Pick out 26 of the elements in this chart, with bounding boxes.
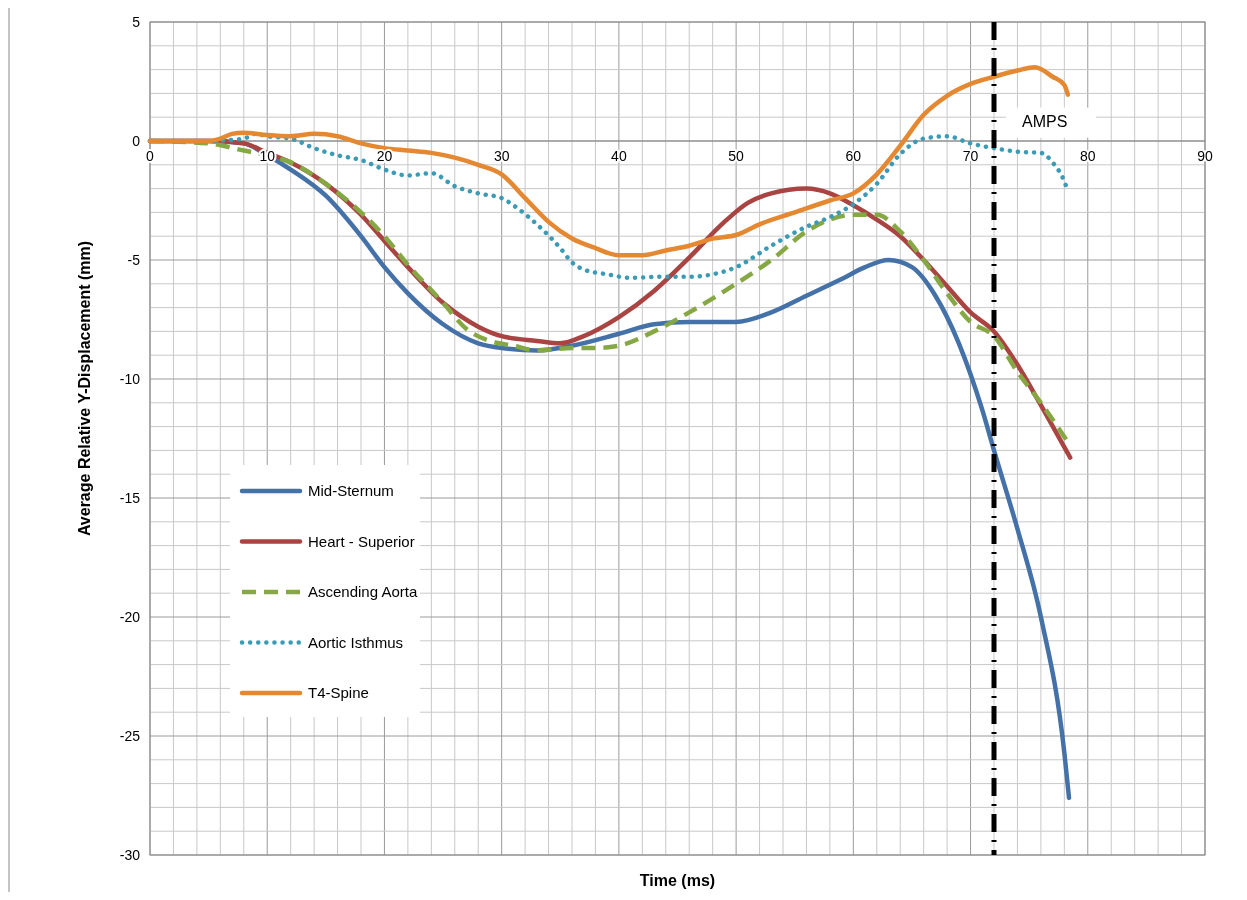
- y-tick-label: 0: [132, 133, 141, 149]
- y-tick-label: -30: [119, 847, 141, 863]
- y-tick-label: 5: [132, 14, 141, 30]
- x-tick-label: 30: [493, 148, 510, 164]
- x-tick-label: 0: [146, 148, 155, 164]
- ref-line-label: AMPS: [1022, 112, 1068, 130]
- y-tick-label: -25: [119, 728, 141, 744]
- y-tick-label: -5: [127, 252, 141, 268]
- y-axis-title: Average Relative Y-Displacement (mm): [76, 240, 93, 537]
- x-tick-label: 50: [728, 148, 745, 164]
- y-tick-label: -10: [119, 371, 141, 387]
- x-tick-label: 90: [1197, 148, 1213, 164]
- y-tick-label: -20: [119, 609, 141, 625]
- line-series: [147, 64, 1071, 258]
- y-tick-label: -15: [119, 490, 141, 506]
- x-axis-title: Time (ms): [639, 872, 716, 889]
- legend-label: Heart - Superior: [308, 532, 415, 550]
- x-tick-label: 40: [611, 148, 627, 164]
- legend-label: T4-Spine: [308, 684, 369, 701]
- legend-label: Aortic Isthmus: [308, 633, 404, 651]
- x-tick-label: 80: [1079, 148, 1096, 164]
- x-tick-label: 60: [845, 148, 862, 164]
- x-tick-label: 20: [376, 148, 393, 164]
- x-tick-label: 70: [962, 148, 979, 164]
- legend-label: Mid-Sternum: [308, 482, 394, 499]
- legend-label: Ascending Aorta: [308, 583, 418, 600]
